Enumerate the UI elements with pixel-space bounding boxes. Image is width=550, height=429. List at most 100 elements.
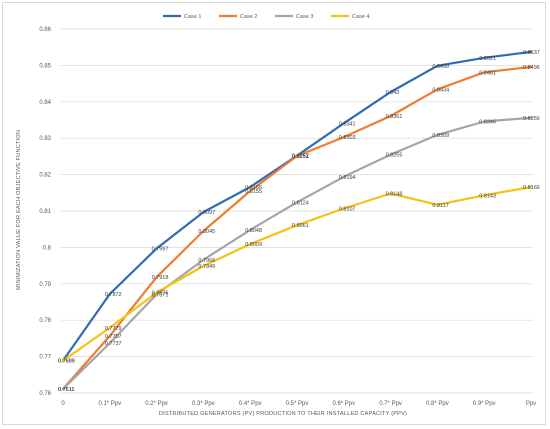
data-point [342,175,345,178]
data-label: 0.7997 [152,246,169,252]
data-label: 0.7876 [152,291,169,297]
data-point [296,224,298,227]
data-point [483,56,486,59]
data-point [530,65,532,68]
data-point [249,190,252,192]
data-label: 0.8166 [245,185,262,191]
x-tick-label: 0.3* Ppv [192,401,215,407]
data-label: 0.8521 [479,56,496,62]
data-label: 0.7779 [105,326,122,332]
data-label: 0.8061 [292,223,309,229]
data-label: 0.7689 [58,359,75,365]
data-point [436,203,439,206]
data-label: 0.7872 [105,292,122,298]
data-point [249,229,252,231]
data-label: 0.7737 [105,341,122,347]
data-label: 0.7918 [152,275,169,281]
data-label: 0.7611 [58,387,74,393]
data-label: 0.8496 [523,65,540,71]
y-tick-label: 0.79 [39,282,51,288]
y-tick-label: 0.82 [39,173,51,179]
data-point [249,186,252,188]
x-tick-label: 0.7* Ppv [379,401,402,407]
data-point [108,334,111,337]
data-point [249,243,252,246]
data-point [389,115,392,117]
x-tick-label: 0.8* Ppv [426,401,449,407]
data-label: 0.843 [386,90,400,96]
y-tick-label: 0.86 [39,27,51,33]
x-tick-label: 0.1* Ppv [98,401,121,407]
data-label: 0.8155 [245,189,262,195]
data-label: 0.8009 [245,242,262,248]
data-point [436,134,439,136]
legend-label-1: Case 1 [184,14,201,20]
data-label: 0.8148 [386,192,403,198]
data-point [155,276,158,279]
data-point [389,91,392,93]
legend: Case 1 Case 2 Case 3 Case 4 [163,14,369,20]
data-label: 0.8252 [292,154,309,160]
x-axis-title: DISTRIBUTED GENERATORS (PV) PRODUCTION T… [159,411,407,417]
data-point [155,247,158,250]
data-point [62,388,64,390]
data-label: 0.8045 [198,229,215,235]
y-tick-label: 0.77 [39,355,51,361]
data-point [155,291,158,294]
data-label: 0.8309 [432,133,449,139]
data-label: 0.7966 [198,258,215,264]
legend-label-3: Case 3 [296,14,313,20]
data-point [483,71,486,74]
data-label: 0.7689 [58,359,75,365]
y-tick-label: 0.84 [39,100,51,106]
data-point [342,122,345,125]
data-label: 0.7611 [58,387,74,393]
data-label: 0.8194 [339,175,356,181]
data-point [108,326,111,329]
data-label: 0.7871 [152,292,169,298]
data-label: 0.8048 [245,228,262,234]
data-point [483,120,486,123]
data-label: 0.8107 [339,206,356,212]
x-tick-label: Ppv [526,401,536,407]
x-tick-label: 0.4* Ppv [239,401,262,407]
data-point [530,186,532,188]
y-tick-label: 0.78 [39,318,51,324]
x-tick-label: 0.9* Ppv [473,401,496,407]
chart-frame: 0.76 0.77 0.78 0.79 0.8 0.81 0.82 0.83 0.84 0.85 0… [2,2,546,425]
data-label: 0.8481 [479,70,496,76]
data-label: 0.8117 [432,203,448,209]
data-point [436,88,439,91]
data-point [202,258,205,261]
data-point [202,230,205,232]
legend-label-2: Case 2 [240,14,257,20]
x-tick-label: 0.2* Ppv [145,401,168,407]
data-label: 0.8356 [523,116,540,122]
y-tick-label: 0.85 [39,63,51,69]
x-tick-label: 0 [61,401,65,407]
data-label: 0.7949 [198,264,215,270]
data-label: 0.7757 [105,334,122,340]
data-point [108,293,111,295]
data-point [389,153,392,156]
legend-label-4: Case 4 [352,14,369,20]
data-point [202,265,205,267]
data-label: 0.8537 [523,50,540,56]
y-axis-title: MINIMIZATION VALUE FOR EACH OBJECTIVE FU… [16,130,22,290]
x-tick-label: 0.6* Ppv [332,401,355,407]
data-label: 0.8303 [339,135,356,141]
y-tick-label: 0.81 [39,209,51,215]
data-labels: 0.7689 0.7872 0.7997 0.8097 0.8166 0.8252 0.83… [58,50,540,393]
gridlines [61,28,533,394]
data-label: 0.8097 [198,210,215,216]
y-tick-label: 0.8 [43,245,52,251]
data-label: 0.8124 [292,200,309,206]
x-tick-label: 0.5* Ppv [286,401,309,407]
data-label: 0.8341 [339,121,356,127]
data-point [530,51,532,53]
x-axis-ticks: 0 0.1* Ppv 0.2* Ppv 0.3* Ppv 0.4* Ppv 0.5* Pp… [61,401,536,407]
data-point [296,201,298,204]
data-point [342,207,345,210]
data-label: 0.8251 [292,154,309,160]
data-label: 0.8255 [386,153,403,159]
